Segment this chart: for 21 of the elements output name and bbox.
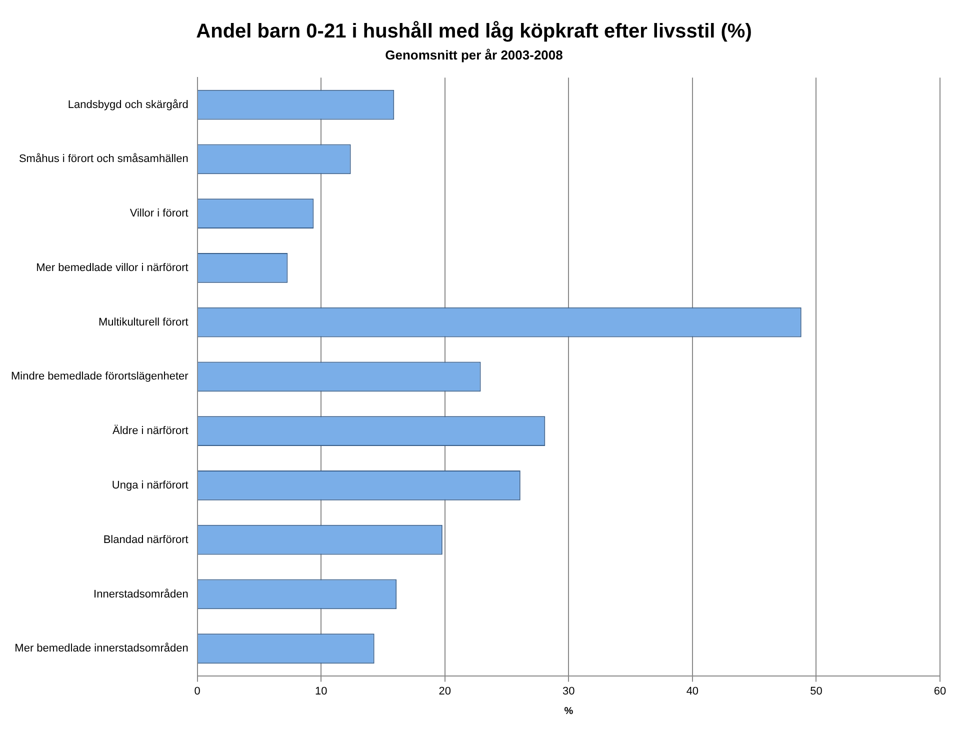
y-tick-label: Mer bemedlade villor i närförort — [36, 262, 188, 274]
x-tick-label: 10 — [314, 685, 328, 698]
x-tick-label: 50 — [810, 685, 822, 698]
y-tick-label: Innerstadsområden — [94, 588, 188, 600]
x-axis-title: % — [564, 706, 574, 717]
y-tick-label: Äldre i närförort — [112, 424, 188, 438]
chart-subtitle: Genomsnitt per år 2003-2008 — [385, 47, 563, 62]
chart-title: Andel barn 0-21 i hushåll med låg köpkraft efter livsstil (%) — [196, 20, 752, 43]
x-tick-label: 0 — [194, 685, 200, 698]
x-tick-label: 30 — [562, 685, 575, 698]
y-tick-label: Småhus i förort och småsamhällen — [18, 153, 188, 166]
y-tick-label: Landsbygd och skärgård — [68, 98, 188, 111]
x-tick-label: 20 — [438, 685, 452, 698]
x-tick-label: 40 — [686, 685, 699, 698]
y-tick-label: Mer bemedlade innerstadsområden — [14, 642, 188, 655]
y-tick-label: Villor i förort — [130, 208, 188, 220]
y-tick-label: Blandad närförort — [103, 534, 188, 546]
y-tick-label: Mindre bemedlade förortslägenheter — [11, 370, 189, 383]
y-tick-label: Multikulturell förort — [98, 316, 188, 328]
y-tick-label: Unga i närförort — [112, 479, 188, 492]
x-tick-label: 60 — [934, 685, 946, 698]
